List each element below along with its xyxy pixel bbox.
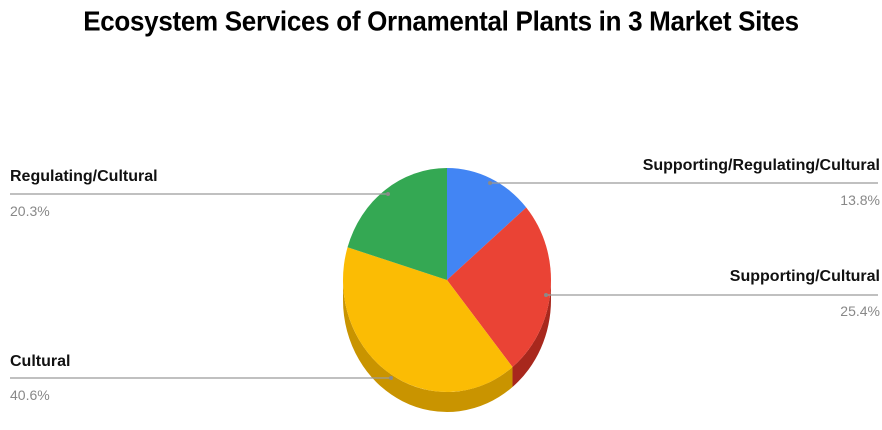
slice-side-cultural <box>343 280 513 412</box>
slice-supporting-cultural <box>447 207 551 368</box>
slice-label-supporting-cultural: Supporting/Cultural <box>729 268 880 285</box>
slice-cultural <box>343 247 513 392</box>
slice-supporting-regulating-cultural <box>447 168 527 280</box>
leader-dot-supporting-cultural <box>544 293 548 297</box>
leader-dot-regulating-cultural <box>386 192 390 196</box>
leader-dot-supporting-regulating-cultural <box>488 181 492 185</box>
slice-side-supporting-cultural <box>512 280 551 388</box>
slice-value-regulating-cultural: 20.3% <box>10 203 50 219</box>
slice-value-supporting-regulating-cultural: 13.8% <box>840 192 880 208</box>
slice-regulating-cultural <box>347 168 447 280</box>
leader-dot-cultural <box>389 376 393 380</box>
slice-label-cultural: Cultural <box>10 353 71 370</box>
slice-label-supporting-regulating-cultural: Supporting/Regulating/Cultural <box>642 157 880 174</box>
chart-title: Ecosystem Services of Ornamental Plants … <box>83 5 799 37</box>
slice-value-cultural: 40.6% <box>10 387 50 403</box>
slice-label-regulating-cultural: Regulating/Cultural <box>10 168 158 185</box>
slice-value-supporting-cultural: 25.4% <box>840 303 880 319</box>
